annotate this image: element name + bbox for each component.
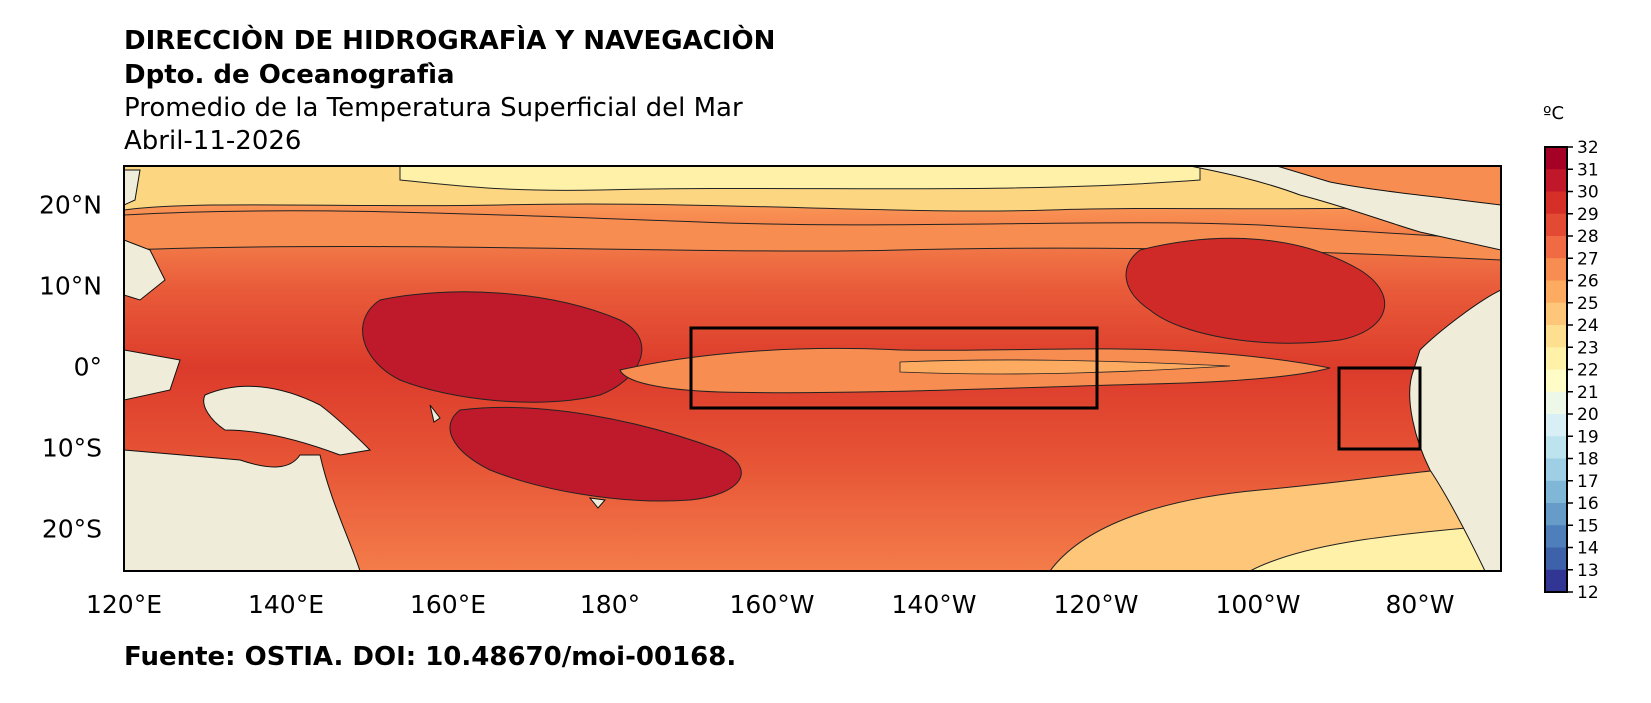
lon-label: 180°: [579, 590, 641, 619]
colorbar-tick-label: 23: [1577, 338, 1599, 358]
colorbar-segment: [1545, 569, 1567, 593]
colorbar-tick-label: 31: [1577, 160, 1599, 180]
colorbar-segment: [1545, 302, 1567, 326]
lat-label: 10°S: [41, 433, 102, 463]
colorbar-tick-label: 14: [1577, 539, 1599, 559]
title-institution: DIRECCIÒN DE HIDROGRAFÌA Y NAVEGACIÒN: [124, 26, 776, 56]
source-note: Fuente: OSTIA. DOI: 10.48670/moi-00168.: [124, 642, 737, 672]
colorbar-segment: [1545, 213, 1567, 237]
colorbar-tick-label: 26: [1577, 272, 1599, 292]
title-date: Abril-11-2026: [124, 126, 302, 156]
lon-label: 160°E: [409, 590, 487, 619]
sst-field: [124, 166, 1501, 571]
colorbar-tick-label: 20: [1577, 405, 1599, 425]
colorbar-segment: [1545, 347, 1567, 370]
colorbar-segment: [1545, 458, 1567, 482]
colorbar-tick-label: 32: [1577, 138, 1599, 158]
lon-label: 80°W: [1385, 590, 1455, 619]
colorbar-segment: [1545, 236, 1567, 259]
colorbar-tick-label: 16: [1577, 494, 1599, 514]
colorbar-segment: [1545, 258, 1567, 281]
colorbar-segment: [1545, 480, 1567, 504]
colorbar-tick-label: 22: [1577, 361, 1599, 381]
colorbar-tick-label: 30: [1577, 183, 1599, 203]
colorbar-segment: [1545, 169, 1567, 192]
colorbar-tick-label: 27: [1577, 249, 1599, 269]
lat-label: 20°S: [41, 514, 102, 544]
colorbar-segment: [1545, 191, 1567, 215]
lat-label: 10°N: [38, 271, 102, 301]
lat-label: 20°N: [38, 190, 102, 220]
colorbar-tick-label: 13: [1577, 561, 1599, 581]
colorbar-segment: [1545, 280, 1567, 304]
colorbar-unit: ºC: [1543, 103, 1565, 124]
lon-label: 120°W: [1053, 590, 1139, 619]
colorbar-tick-label: 17: [1577, 472, 1599, 492]
colorbar-tick-label: 18: [1577, 450, 1599, 470]
colorbar-segment: [1545, 414, 1567, 437]
colorbar-segment: [1545, 391, 1567, 415]
lon-label: 120°E: [85, 590, 163, 619]
colorbar-segment: [1545, 369, 1567, 393]
nino12-box: [1337, 366, 1422, 451]
colorbar-tick-label: 25: [1577, 294, 1599, 314]
lat-label: 0°: [73, 352, 102, 382]
colorbar-segment: [1545, 436, 1567, 459]
colorbar-tick-label: 24: [1577, 316, 1599, 336]
nino34-box: [689, 326, 1099, 410]
colorbar-segment: [1545, 547, 1567, 571]
colorbar-segment: [1545, 325, 1567, 348]
colorbar-tick-label: 19: [1577, 427, 1599, 447]
colorbar-tick-label: 12: [1577, 583, 1599, 603]
lon-label: 140°W: [891, 590, 977, 619]
lon-label: 140°E: [247, 590, 325, 619]
colorbar-tick-label: 29: [1577, 205, 1599, 225]
title-department: Dpto. de Oceanografìa: [124, 60, 455, 90]
colorbar-tick-label: 15: [1577, 516, 1599, 536]
lon-label: 160°W: [729, 590, 815, 619]
colorbar-segment: [1545, 503, 1567, 526]
colorbar-segment: [1545, 147, 1567, 170]
colorbar-segment: [1545, 525, 1567, 548]
title-product: Promedio de la Temperatura Superficial d…: [124, 93, 743, 123]
lon-label: 100°W: [1215, 590, 1301, 619]
colorbar-tick-label: 28: [1577, 227, 1599, 247]
colorbar-tick-label: 21: [1577, 383, 1599, 403]
